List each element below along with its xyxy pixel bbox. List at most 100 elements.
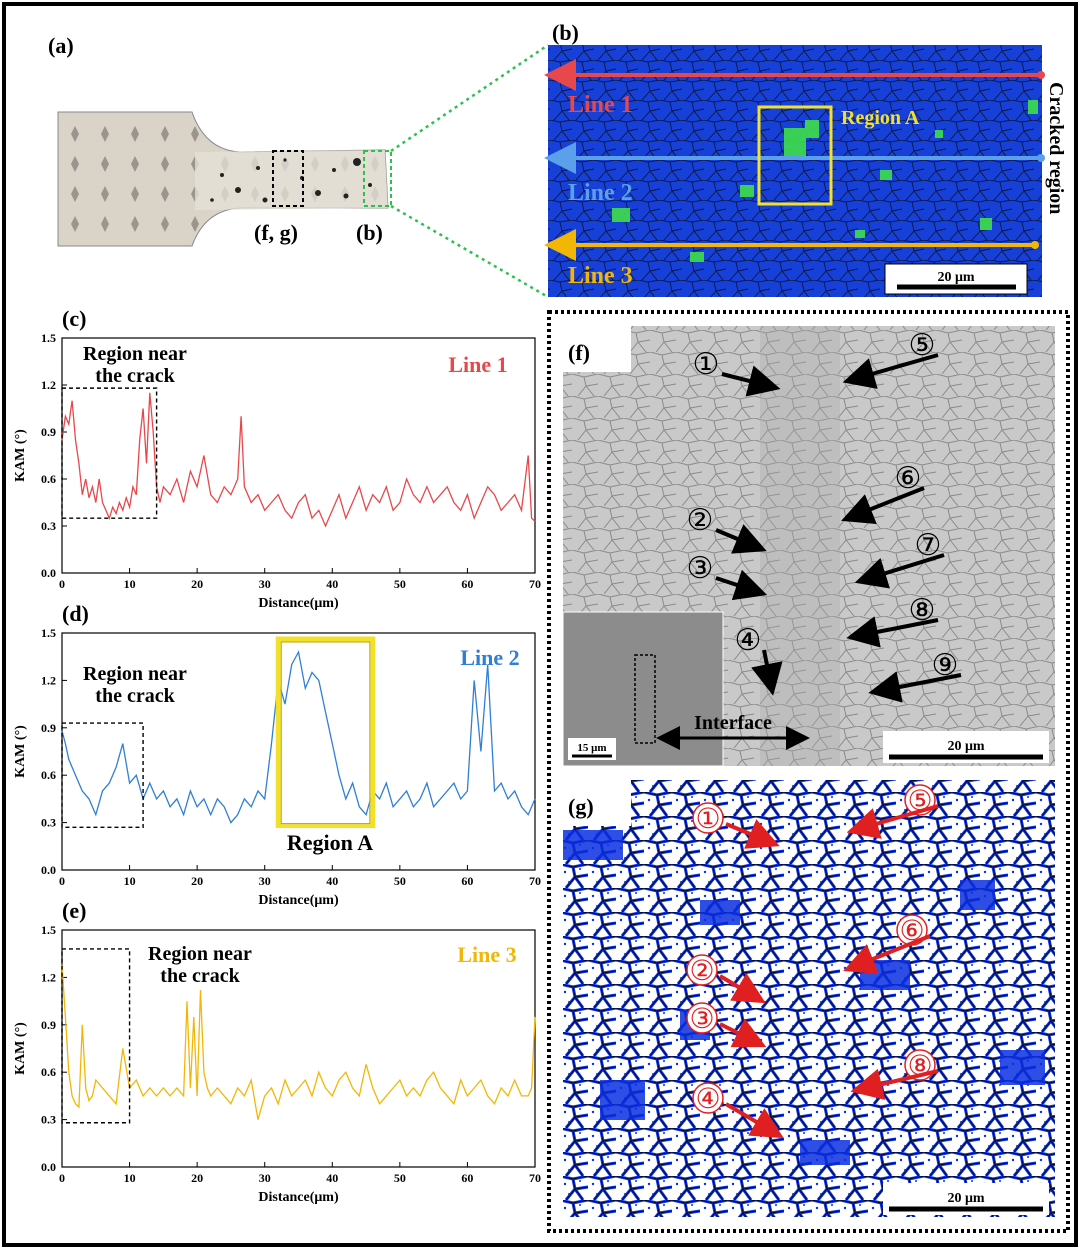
y-axis-label: KAM (°)	[13, 429, 28, 482]
y-tick-label: 0.6	[41, 472, 56, 486]
marker-arrow	[751, 649, 783, 696]
y-tick-label: 1.2	[41, 378, 56, 392]
line2-label: Line 2	[568, 180, 633, 206]
marker-arrow	[715, 569, 768, 601]
cracked-region-label: Cracked region	[1045, 82, 1067, 214]
x-tick-label: 60	[461, 577, 473, 591]
x-tick-label: 20	[191, 874, 203, 888]
marker-4: ④	[695, 1084, 720, 1115]
series-label: Line 2	[460, 645, 519, 670]
x-tick-label: 0	[59, 1171, 65, 1185]
panel-letter: (c)	[62, 306, 86, 331]
x-tick-label: 30	[259, 1171, 271, 1185]
x-tick-label: 70	[529, 874, 541, 888]
y-tick-label: 0.3	[41, 816, 56, 830]
series-line	[61, 964, 536, 1120]
x-tick-label: 0	[59, 874, 65, 888]
x-tick-label: 40	[326, 874, 338, 888]
y-tick-label: 1.5	[41, 626, 56, 640]
x-tick-label: 50	[394, 1171, 406, 1185]
marker-arrow	[854, 553, 945, 589]
specimen-pores	[210, 158, 372, 203]
x-tick-label: 60	[461, 874, 473, 888]
marker-arrow	[718, 973, 766, 1004]
annotation: Region near the crack	[148, 943, 252, 987]
y-tick-label: 0.0	[41, 1160, 56, 1174]
marker-arrow	[719, 1018, 767, 1048]
y-tick-label: 0.3	[41, 1113, 56, 1127]
series-label: Line 3	[457, 942, 516, 967]
annotation: Region near the crack	[83, 343, 187, 387]
y-tick-label: 1.5	[41, 923, 56, 937]
marker-arrow	[725, 819, 780, 849]
x-tick-label: 0	[59, 577, 65, 591]
x-tick-label: 40	[326, 577, 338, 591]
marker-fg-label: (f, g)	[254, 220, 298, 245]
y-tick-label: 0.6	[41, 768, 56, 782]
inset-scalebar-label: 15 μm	[577, 742, 606, 754]
marker-arrow	[724, 1102, 784, 1139]
region-a-box	[757, 105, 833, 206]
series-line	[61, 650, 536, 824]
panel-f-label: (f)	[568, 340, 590, 365]
region-a-box	[275, 636, 376, 830]
marker-1: ①	[693, 348, 720, 381]
marker-1: ①	[695, 804, 720, 835]
marker-arrow	[842, 353, 939, 389]
marker-arrow	[846, 616, 939, 648]
marker-arrow	[715, 524, 767, 554]
scalebar-f-label: 20 μm	[947, 739, 984, 754]
marker-arrow	[868, 671, 962, 703]
y-tick-label: 1.2	[41, 970, 56, 984]
plot-area	[61, 929, 536, 1168]
scalebar-b-label: 20 μm	[937, 270, 974, 285]
annotation: Region A	[287, 830, 373, 855]
marker-arrow	[841, 486, 925, 524]
region-near-crack-box	[61, 948, 131, 1124]
panel-g-label: (g)	[568, 794, 594, 819]
scalebar-g-label: 20 μm	[947, 1191, 984, 1206]
x-axis-label: Distance(μm)	[258, 1190, 339, 1205]
region-a-label: Region A	[841, 107, 920, 129]
panel-letter: (d)	[62, 601, 89, 626]
line1-label: Line 1	[568, 92, 633, 118]
x-tick-label: 40	[326, 1171, 338, 1185]
x-tick-label: 30	[259, 874, 271, 888]
region-near-crack-box	[61, 722, 144, 829]
series-label: Line 1	[448, 352, 507, 377]
ebsd-green-spots	[612, 100, 1038, 262]
plot-area	[61, 337, 536, 574]
y-tick-label: 0.9	[41, 425, 56, 439]
marker-b-label: (b)	[356, 220, 383, 245]
y-axis-label: KAM (°)	[13, 725, 28, 778]
marker-2: ②	[689, 956, 714, 987]
inset-marker-box	[634, 654, 656, 744]
x-axis-label: Distance(μm)	[258, 893, 339, 908]
marker-arrow	[850, 1068, 939, 1100]
x-tick-label: 50	[394, 874, 406, 888]
y-tick-label: 0.6	[41, 1065, 56, 1079]
x-tick-label: 70	[529, 1171, 541, 1185]
y-tick-label: 1.2	[41, 673, 56, 687]
y-axis-label: KAM (°)	[13, 1022, 28, 1075]
y-tick-label: 0.0	[41, 566, 56, 580]
x-tick-label: 10	[124, 874, 136, 888]
y-tick-label: 0.0	[41, 863, 56, 877]
chart-c: (c) 0.0 0.3 0.6 0.9 1.2 1.5 0 10 20 30 40 50 60 70 Dist…	[13, 306, 541, 611]
x-tick-label: 20	[191, 577, 203, 591]
panel-b-label: (b)	[552, 20, 579, 45]
x-tick-label: 20	[191, 1171, 203, 1185]
panel-a-label: (a)	[48, 33, 74, 58]
chart-d: (d) 0.0 0.3 0.6 0.9 1.2 1.5 0 10 20 30 40 50 60 70 Dist…	[13, 601, 541, 908]
x-tick-label: 60	[461, 1171, 473, 1185]
chart-e: (e) 0.0 0.3 0.6 0.9 1.2 1.5 0 10 20 30 40 50 60 70 Dist…	[13, 898, 541, 1205]
series-line	[61, 392, 536, 528]
marker-3: ③	[689, 1004, 714, 1035]
marker-b-box	[363, 150, 392, 207]
fg-dotted-frame	[547, 310, 1070, 1233]
x-tick-label: 10	[124, 1171, 136, 1185]
x-tick-label: 10	[124, 577, 136, 591]
